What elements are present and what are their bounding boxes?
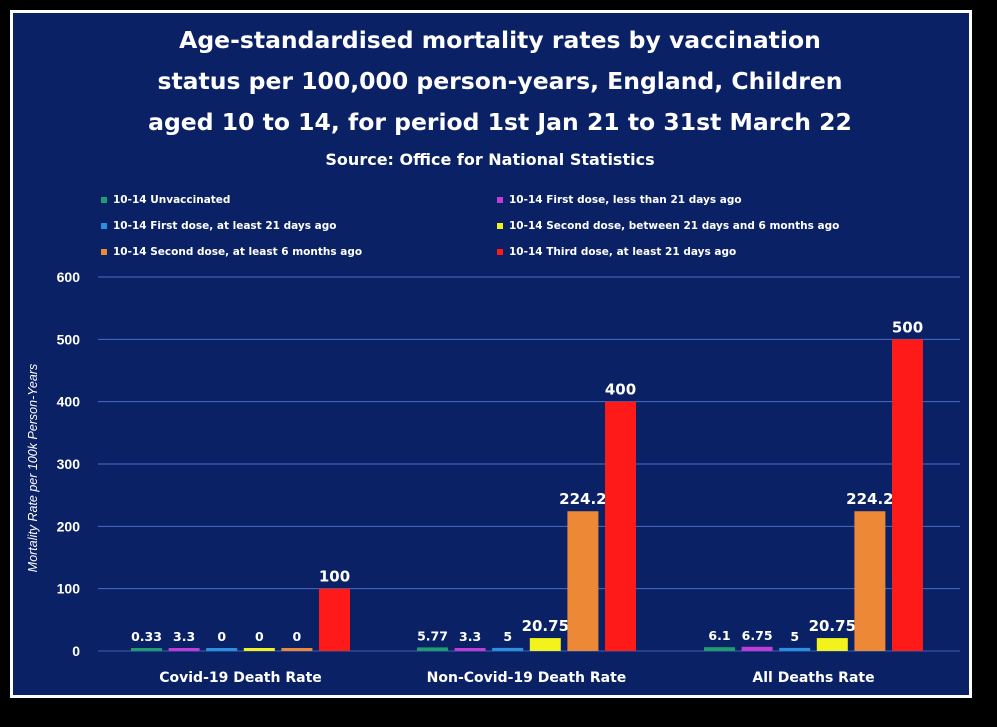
bar xyxy=(319,588,350,651)
legend-item-unvaccinated: 10-14 Unvaccinated xyxy=(101,193,230,207)
data-label: 6.75 xyxy=(742,628,773,643)
bar xyxy=(704,647,735,651)
bar xyxy=(854,511,886,651)
legend-item-second-dose-6-months: 10-14 Second dose, at least 6 months ago xyxy=(101,245,362,259)
legend-item-first-dose-recent: 10-14 First dose, less than 21 days ago xyxy=(497,193,742,207)
y-tick-label: 500 xyxy=(57,331,81,347)
data-label: 224.2 xyxy=(846,490,893,508)
bar xyxy=(892,339,923,651)
chart-subtitle: Source: Office for National Statistics xyxy=(325,150,655,169)
title-line-3: aged 10 to 14, for period 1st Jan 21 to … xyxy=(148,108,852,136)
y-axis-label: Mortality Rate per 100k Person-Years xyxy=(26,364,40,572)
legend-swatch xyxy=(497,197,503,203)
legend-label: 10-14 First dose, less than 21 days ago xyxy=(509,194,742,206)
bar xyxy=(281,648,313,651)
data-label: 6.1 xyxy=(708,628,730,643)
data-label: 3.3 xyxy=(173,629,195,644)
legend-swatch xyxy=(497,223,503,229)
legend-label: 10-14 Unvaccinated xyxy=(113,194,231,206)
y-tick-label: 400 xyxy=(57,394,81,410)
bar xyxy=(131,648,162,651)
data-label: 5.77 xyxy=(417,628,448,643)
y-tick-label: 300 xyxy=(57,456,81,472)
data-label: 20.75 xyxy=(809,617,856,635)
legend-swatch xyxy=(101,249,107,255)
title-line-2: status per 100,000 person-years, England… xyxy=(157,67,843,95)
data-label: 0 xyxy=(293,629,302,644)
data-label: 0.33 xyxy=(131,629,162,644)
bar xyxy=(605,401,636,651)
title-line-1: Age-standardised mortality rates by vacc… xyxy=(179,26,821,54)
y-tick-label: 200 xyxy=(57,518,81,534)
bar xyxy=(567,511,599,651)
bar xyxy=(529,638,561,651)
bar xyxy=(206,648,238,651)
x-tick-label: Covid-19 Death Rate xyxy=(159,670,322,686)
legend-label: 10-14 Second dose, between 21 days and 6… xyxy=(509,220,840,232)
legend-swatch xyxy=(101,197,107,203)
bar xyxy=(816,638,848,651)
data-label: 500 xyxy=(892,318,923,336)
chart-frame xyxy=(10,10,972,698)
bar xyxy=(492,647,524,651)
legend-label: 10-14 First dose, at least 21 days ago xyxy=(113,220,337,232)
legend-item-second-dose-21d-6m: 10-14 Second dose, between 21 days and 6… xyxy=(497,219,839,233)
x-tick-label: All Deaths Rate xyxy=(752,670,874,686)
y-tick-label: 600 xyxy=(57,269,81,285)
bar xyxy=(741,646,773,651)
bar xyxy=(454,648,486,651)
bar xyxy=(168,648,200,651)
legend-swatch xyxy=(101,223,107,229)
legend-label: 10-14 Second dose, at least 6 months ago xyxy=(113,246,363,258)
chart-title: Age-standardised mortality rates by vacc… xyxy=(0,20,997,143)
x-tick-label: Non-Covid-19 Death Rate xyxy=(427,670,627,686)
data-label: 5 xyxy=(790,629,799,644)
data-label: 100 xyxy=(319,568,350,586)
data-label: 0 xyxy=(255,629,264,644)
data-label: 3.3 xyxy=(459,629,481,644)
bar xyxy=(417,647,448,651)
legend-item-first-dose-21-days: 10-14 First dose, at least 21 days ago xyxy=(101,219,336,233)
legend-label: 10-14 Third dose, at least 21 days ago xyxy=(509,246,737,258)
data-label: 224.2 xyxy=(559,490,606,508)
legend-item-third-dose: 10-14 Third dose, at least 21 days ago xyxy=(497,245,736,259)
bar xyxy=(243,648,275,651)
legend-swatch xyxy=(497,249,503,255)
data-label: 20.75 xyxy=(522,617,569,635)
y-tick-label: 100 xyxy=(57,581,81,597)
bar xyxy=(779,647,811,651)
data-label: 400 xyxy=(605,381,636,399)
y-tick-label: 0 xyxy=(72,643,80,659)
data-label: 0 xyxy=(217,629,226,644)
data-label: 5 xyxy=(503,629,512,644)
